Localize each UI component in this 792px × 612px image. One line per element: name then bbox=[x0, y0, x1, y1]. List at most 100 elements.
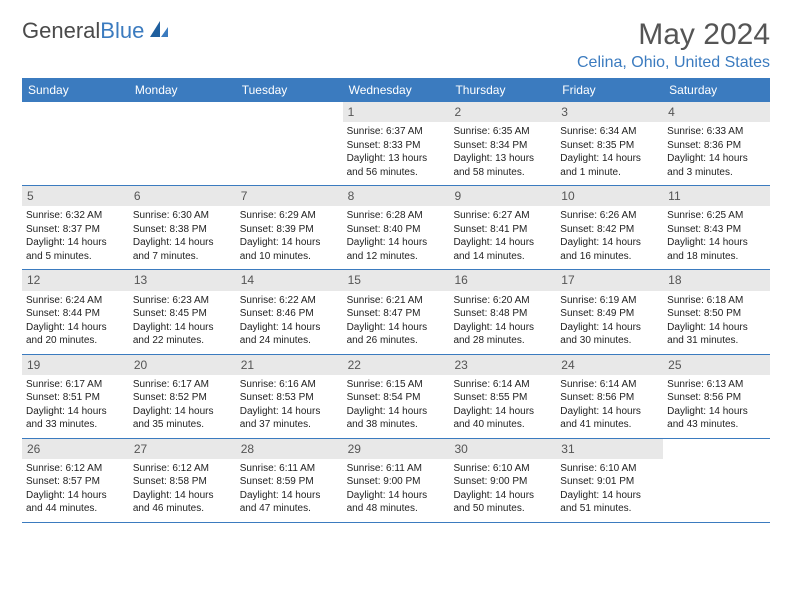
day-number: 25 bbox=[663, 355, 770, 375]
daylight-text: Daylight: 14 hours and 33 minutes. bbox=[26, 405, 125, 432]
day-number: 11 bbox=[663, 186, 770, 206]
weekday-header: Sunday bbox=[22, 78, 129, 102]
daylight-text: Daylight: 14 hours and 16 minutes. bbox=[560, 236, 659, 263]
sunrise-text: Sunrise: 6:18 AM bbox=[667, 294, 766, 308]
sunrise-text: Sunrise: 6:22 AM bbox=[240, 294, 339, 308]
sunrise-text: Sunrise: 6:27 AM bbox=[453, 209, 552, 223]
day-cell: 15Sunrise: 6:21 AMSunset: 8:47 PMDayligh… bbox=[343, 270, 450, 353]
weekday-header: Friday bbox=[556, 78, 663, 102]
sunrise-text: Sunrise: 6:13 AM bbox=[667, 378, 766, 392]
sunset-text: Sunset: 8:55 PM bbox=[453, 391, 552, 405]
sunset-text: Sunset: 8:56 PM bbox=[560, 391, 659, 405]
daylight-text: Daylight: 14 hours and 40 minutes. bbox=[453, 405, 552, 432]
daylight-text: Daylight: 14 hours and 1 minute. bbox=[560, 152, 659, 179]
sunset-text: Sunset: 8:58 PM bbox=[133, 475, 232, 489]
location: Celina, Ohio, United States bbox=[577, 54, 770, 72]
day-cell bbox=[22, 102, 129, 185]
logo-text-blue: Blue bbox=[100, 18, 144, 43]
day-number: 4 bbox=[663, 102, 770, 122]
sunrise-text: Sunrise: 6:28 AM bbox=[347, 209, 446, 223]
day-number: 27 bbox=[129, 439, 236, 459]
week-row: 26Sunrise: 6:12 AMSunset: 8:57 PMDayligh… bbox=[22, 439, 770, 523]
sunset-text: Sunset: 8:40 PM bbox=[347, 223, 446, 237]
day-number: 17 bbox=[556, 270, 663, 290]
month-title: May 2024 bbox=[577, 18, 770, 52]
sunset-text: Sunset: 8:42 PM bbox=[560, 223, 659, 237]
sunset-text: Sunset: 8:39 PM bbox=[240, 223, 339, 237]
day-cell: 31Sunrise: 6:10 AMSunset: 9:01 PMDayligh… bbox=[556, 439, 663, 522]
weekday-header: Thursday bbox=[449, 78, 556, 102]
sunrise-text: Sunrise: 6:16 AM bbox=[240, 378, 339, 392]
day-number: 21 bbox=[236, 355, 343, 375]
day-cell: 22Sunrise: 6:15 AMSunset: 8:54 PMDayligh… bbox=[343, 355, 450, 438]
sunset-text: Sunset: 9:00 PM bbox=[347, 475, 446, 489]
calendar: SundayMondayTuesdayWednesdayThursdayFrid… bbox=[22, 78, 770, 523]
sunrise-text: Sunrise: 6:23 AM bbox=[133, 294, 232, 308]
day-number: 20 bbox=[129, 355, 236, 375]
sail-icon bbox=[148, 19, 170, 44]
daylight-text: Daylight: 14 hours and 47 minutes. bbox=[240, 489, 339, 516]
weekday-header: Saturday bbox=[663, 78, 770, 102]
sunset-text: Sunset: 8:35 PM bbox=[560, 139, 659, 153]
day-number: 3 bbox=[556, 102, 663, 122]
sunrise-text: Sunrise: 6:30 AM bbox=[133, 209, 232, 223]
day-number: 12 bbox=[22, 270, 129, 290]
sunrise-text: Sunrise: 6:17 AM bbox=[26, 378, 125, 392]
day-cell: 29Sunrise: 6:11 AMSunset: 9:00 PMDayligh… bbox=[343, 439, 450, 522]
daylight-text: Daylight: 14 hours and 20 minutes. bbox=[26, 321, 125, 348]
daylight-text: Daylight: 14 hours and 7 minutes. bbox=[133, 236, 232, 263]
week-row: 12Sunrise: 6:24 AMSunset: 8:44 PMDayligh… bbox=[22, 270, 770, 354]
day-number: 18 bbox=[663, 270, 770, 290]
sunrise-text: Sunrise: 6:10 AM bbox=[560, 462, 659, 476]
sunset-text: Sunset: 8:34 PM bbox=[453, 139, 552, 153]
sunset-text: Sunset: 8:53 PM bbox=[240, 391, 339, 405]
sunrise-text: Sunrise: 6:10 AM bbox=[453, 462, 552, 476]
sunset-text: Sunset: 8:50 PM bbox=[667, 307, 766, 321]
day-cell: 14Sunrise: 6:22 AMSunset: 8:46 PMDayligh… bbox=[236, 270, 343, 353]
daylight-text: Daylight: 14 hours and 48 minutes. bbox=[347, 489, 446, 516]
sunrise-text: Sunrise: 6:32 AM bbox=[26, 209, 125, 223]
week-row: 19Sunrise: 6:17 AMSunset: 8:51 PMDayligh… bbox=[22, 355, 770, 439]
logo: GeneralBlue bbox=[22, 18, 170, 44]
daylight-text: Daylight: 13 hours and 56 minutes. bbox=[347, 152, 446, 179]
sunset-text: Sunset: 8:33 PM bbox=[347, 139, 446, 153]
sunset-text: Sunset: 9:01 PM bbox=[560, 475, 659, 489]
sunset-text: Sunset: 8:41 PM bbox=[453, 223, 552, 237]
day-cell: 20Sunrise: 6:17 AMSunset: 8:52 PMDayligh… bbox=[129, 355, 236, 438]
sunset-text: Sunset: 8:44 PM bbox=[26, 307, 125, 321]
day-cell: 28Sunrise: 6:11 AMSunset: 8:59 PMDayligh… bbox=[236, 439, 343, 522]
day-cell: 1Sunrise: 6:37 AMSunset: 8:33 PMDaylight… bbox=[343, 102, 450, 185]
sunset-text: Sunset: 8:48 PM bbox=[453, 307, 552, 321]
sunset-text: Sunset: 8:59 PM bbox=[240, 475, 339, 489]
day-number: 10 bbox=[556, 186, 663, 206]
day-number: 30 bbox=[449, 439, 556, 459]
day-cell: 23Sunrise: 6:14 AMSunset: 8:55 PMDayligh… bbox=[449, 355, 556, 438]
day-cell: 10 Sunrise: 6:26 AMSunset: 8:42 PMDayligh… bbox=[556, 186, 663, 269]
day-number: 8 bbox=[343, 186, 450, 206]
day-number: 24 bbox=[556, 355, 663, 375]
sunrise-text: Sunrise: 6:26 AM bbox=[560, 209, 659, 223]
day-cell: 9Sunrise: 6:27 AMSunset: 8:41 PMDaylight… bbox=[449, 186, 556, 269]
sunset-text: Sunset: 8:57 PM bbox=[26, 475, 125, 489]
daylight-text: Daylight: 13 hours and 58 minutes. bbox=[453, 152, 552, 179]
day-cell: 27Sunrise: 6:12 AMSunset: 8:58 PMDayligh… bbox=[129, 439, 236, 522]
sunset-text: Sunset: 8:45 PM bbox=[133, 307, 232, 321]
day-cell: 6Sunrise: 6:30 AMSunset: 8:38 PMDaylight… bbox=[129, 186, 236, 269]
daylight-text: Daylight: 14 hours and 43 minutes. bbox=[667, 405, 766, 432]
daylight-text: Daylight: 14 hours and 30 minutes. bbox=[560, 321, 659, 348]
daylight-text: Daylight: 14 hours and 10 minutes. bbox=[240, 236, 339, 263]
day-number: 13 bbox=[129, 270, 236, 290]
day-number: 1 bbox=[343, 102, 450, 122]
day-number: 19 bbox=[22, 355, 129, 375]
daylight-text: Daylight: 14 hours and 28 minutes. bbox=[453, 321, 552, 348]
day-number: 26 bbox=[22, 439, 129, 459]
sunset-text: Sunset: 8:43 PM bbox=[667, 223, 766, 237]
day-cell: 21Sunrise: 6:16 AMSunset: 8:53 PMDayligh… bbox=[236, 355, 343, 438]
daylight-text: Daylight: 14 hours and 38 minutes. bbox=[347, 405, 446, 432]
sunrise-text: Sunrise: 6:25 AM bbox=[667, 209, 766, 223]
weekday-row: SundayMondayTuesdayWednesdayThursdayFrid… bbox=[22, 78, 770, 102]
daylight-text: Daylight: 14 hours and 26 minutes. bbox=[347, 321, 446, 348]
sunrise-text: Sunrise: 6:14 AM bbox=[453, 378, 552, 392]
day-cell: 25Sunrise: 6:13 AMSunset: 8:56 PMDayligh… bbox=[663, 355, 770, 438]
day-cell: 16Sunrise: 6:20 AMSunset: 8:48 PMDayligh… bbox=[449, 270, 556, 353]
